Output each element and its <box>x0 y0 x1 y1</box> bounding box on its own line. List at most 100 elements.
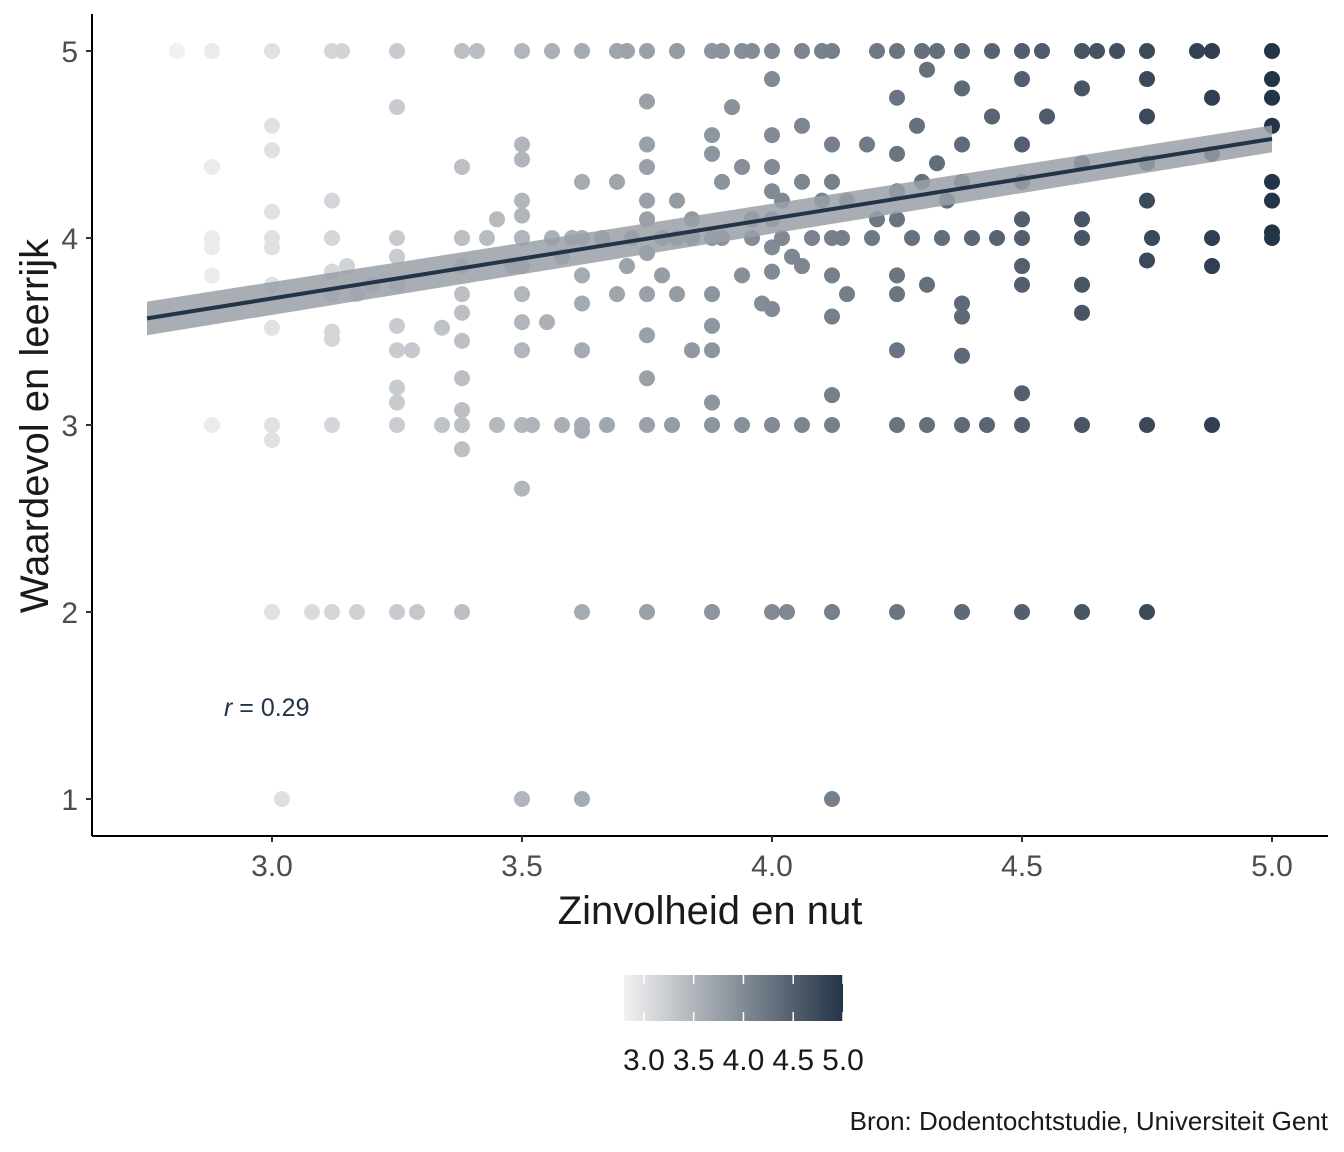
y-tick-label: 2 <box>61 597 78 630</box>
data-point <box>514 192 530 209</box>
data-point <box>1089 43 1105 59</box>
data-point <box>574 267 590 284</box>
data-point <box>599 417 615 433</box>
correlation-symbol: r <box>224 694 234 722</box>
data-point <box>204 43 220 59</box>
data-point <box>1014 276 1030 293</box>
data-point <box>1139 192 1155 209</box>
data-point <box>264 142 280 159</box>
data-point <box>889 286 905 303</box>
data-point <box>619 43 635 59</box>
data-point <box>489 417 505 433</box>
data-point <box>1264 173 1280 190</box>
legend-tick-label: 3.0 <box>623 1044 665 1077</box>
text-layer: Zinvolheid en nut Waardevol en leerrijk … <box>13 238 1329 1136</box>
data-point <box>784 248 800 265</box>
data-point <box>704 394 720 411</box>
data-point <box>389 99 405 116</box>
x-tick-label: 5.0 <box>1251 850 1293 883</box>
y-tick-label: 5 <box>61 36 78 69</box>
data-point <box>889 43 905 59</box>
data-point <box>1264 89 1280 106</box>
data-point <box>824 791 840 807</box>
data-point <box>389 379 405 396</box>
data-point <box>954 347 970 364</box>
data-point <box>514 230 530 246</box>
data-point <box>1139 71 1155 88</box>
data-point <box>639 43 655 59</box>
data-point <box>764 239 780 256</box>
data-point <box>704 317 720 334</box>
data-point <box>744 43 760 59</box>
data-point <box>889 211 905 228</box>
data-point <box>574 295 590 312</box>
data-point <box>1039 108 1055 125</box>
data-point <box>764 158 780 175</box>
data-point <box>1074 304 1090 321</box>
data-point <box>454 402 470 419</box>
data-point <box>989 230 1005 246</box>
data-point <box>524 417 540 433</box>
data-point <box>434 417 450 433</box>
data-point <box>864 230 880 246</box>
data-point <box>1074 276 1090 293</box>
data-point <box>454 370 470 387</box>
data-point <box>654 267 670 284</box>
data-point <box>954 295 970 312</box>
legend-colorbar <box>624 975 843 1021</box>
data-point <box>1074 604 1090 620</box>
data-point <box>539 314 555 331</box>
data-point <box>334 43 350 59</box>
data-point <box>779 604 795 620</box>
data-point <box>934 230 950 246</box>
data-point <box>574 173 590 190</box>
data-point <box>954 43 970 59</box>
correlation-annotation: r = 0.29 <box>224 694 309 722</box>
data-point <box>1014 230 1030 246</box>
data-point <box>1264 230 1280 246</box>
data-point <box>804 230 820 246</box>
data-point <box>639 192 655 209</box>
data-point <box>824 43 840 59</box>
legend-tick-label: 4.0 <box>723 1044 765 1077</box>
axes-layer: 1 2 3 4 5 3.0 3.5 4.0 4.5 5.0 <box>61 14 1328 883</box>
regression-line <box>146 136 1273 321</box>
data-point <box>904 230 920 246</box>
data-point <box>389 342 405 359</box>
regression-line-layer <box>146 136 1273 321</box>
y-axis-title: Waardevol en leerrijk <box>13 238 57 613</box>
x-tick-label: 4.5 <box>1001 850 1043 883</box>
data-point <box>454 417 470 433</box>
data-point <box>514 791 530 807</box>
legend-tick-label: 3.5 <box>673 1044 715 1077</box>
data-point <box>264 239 280 256</box>
data-point <box>954 417 970 433</box>
y-tick-label: 3 <box>61 410 78 443</box>
data-point <box>889 267 905 284</box>
data-point <box>454 604 470 620</box>
data-point <box>1014 71 1030 88</box>
data-point <box>1204 230 1220 246</box>
data-point <box>919 61 935 78</box>
data-point <box>619 258 635 275</box>
data-point <box>169 43 185 59</box>
data-point <box>389 248 405 265</box>
data-point <box>1204 43 1220 59</box>
data-point <box>664 417 680 433</box>
data-point <box>889 145 905 162</box>
data-point <box>1014 136 1030 153</box>
data-point <box>389 394 405 411</box>
data-point <box>839 286 855 303</box>
data-point <box>389 43 405 59</box>
data-point <box>704 286 720 303</box>
data-point <box>1034 43 1050 59</box>
data-point <box>834 230 850 246</box>
data-point <box>889 604 905 620</box>
data-point <box>264 431 280 448</box>
x-tick-label: 3.0 <box>251 850 293 883</box>
data-point <box>639 158 655 175</box>
data-point <box>764 71 780 88</box>
data-point <box>574 422 590 439</box>
legend-ticks: 3.0 3.5 4.0 4.5 5.0 <box>623 975 864 1077</box>
